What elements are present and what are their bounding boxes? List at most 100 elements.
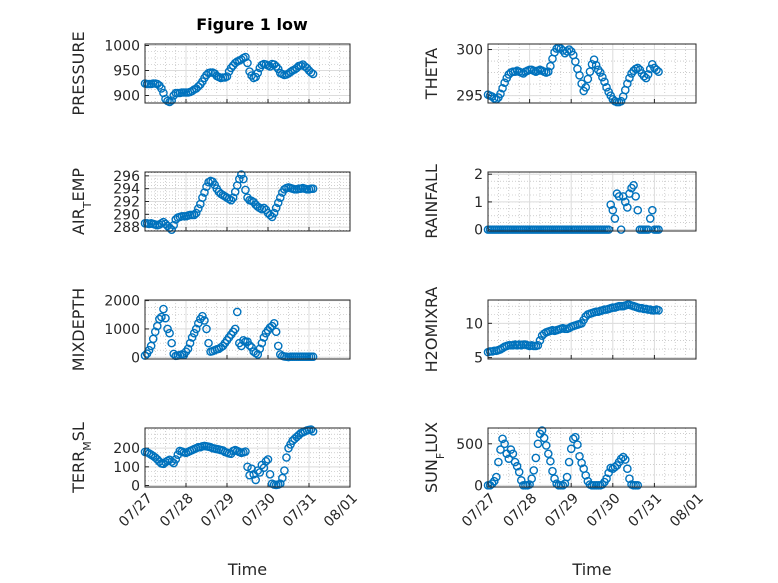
air-temp-axes-box [144, 171, 351, 232]
terr-msl-data-point [251, 475, 260, 485]
rainfall-data-point [620, 197, 630, 207]
air-temp-data-point [191, 208, 201, 218]
h2omixra-ylabel: H2OMIXRA [422, 287, 441, 373]
sun-flux-data-point [498, 434, 507, 444]
theta-data-point [645, 64, 655, 74]
theta-data-point [583, 74, 593, 84]
theta-data-point [652, 65, 661, 75]
sun-flux-data-point [573, 440, 582, 449]
rainfall-ytick-label: 0 [474, 223, 483, 239]
mixdepth-data-point [191, 324, 201, 334]
theta-data-point [633, 63, 643, 73]
air-temp-data-point [259, 203, 269, 213]
mixdepth-data-point [259, 333, 269, 342]
sun-flux-data-point [581, 471, 591, 480]
sun-flux-data-point [508, 449, 518, 459]
sun-flux-data-point [610, 462, 620, 472]
pressure-ylabel: PRESSURE [69, 31, 88, 115]
pressure-data-point [157, 84, 166, 93]
sun-flux-data-point [492, 472, 501, 482]
h2omixra-data-point [535, 336, 545, 345]
theta-data-point [581, 83, 591, 92]
mixdepth-data-point [247, 343, 256, 352]
sun-flux-data-point [568, 434, 578, 444]
sun-flux-axes-box [487, 427, 697, 488]
mixdepth-ylabel: MIXDEPTH [69, 288, 88, 371]
sun-flux-data-point [533, 439, 543, 449]
pressure-ytick-label: 1000 [104, 39, 140, 55]
terr-msl-data-point [261, 456, 271, 466]
air-temp-data-point [237, 170, 246, 179]
sun-flux-data-point [500, 439, 509, 449]
sun-flux-ytick-label: 0 [474, 478, 483, 494]
air-temp-data-point [228, 193, 238, 202]
mixdepth-ytick-label: 2000 [104, 294, 140, 310]
sun-flux-data-point [494, 457, 503, 467]
rainfall-data-point [631, 192, 640, 201]
pressure-data-point [222, 72, 232, 81]
sun-flux-data-point [506, 445, 516, 454]
sun-flux-data-point [514, 467, 524, 477]
sun-flux-data-point [566, 444, 576, 454]
h2omixra-data-point [654, 305, 663, 315]
subplot-pressure: 900 950 1000 PRESSURE [69, 31, 351, 116]
sun-flux-data-point [558, 481, 568, 490]
terr-msl-xlabel: Time [227, 560, 267, 579]
pressure-data-point [265, 62, 275, 71]
terr-msl-data-point [280, 466, 289, 475]
theta-ylabel: THETA [422, 48, 441, 100]
air-temp-data-point [193, 204, 203, 213]
theta-data-point [587, 59, 597, 69]
rainfall-data-point [623, 203, 632, 212]
subplot-h2omixra: 5 10 H2OMIXRA [422, 287, 697, 373]
terr-msl-ytick-label: 200 [113, 441, 140, 457]
theta-data-point [585, 67, 595, 76]
mixdepth-data-point [183, 344, 193, 354]
mixdepth-data-point [230, 324, 240, 334]
theta-ytick-label: 300 [456, 43, 483, 59]
mixdepth-data-point [165, 328, 174, 338]
sun-flux-data-point [541, 441, 551, 450]
sun-flux-data-point [623, 464, 632, 474]
pressure-data-point [167, 96, 176, 105]
air-temp-ytick-label: 288 [113, 220, 140, 236]
sun-flux-data-point [539, 433, 549, 443]
theta-data-point [616, 96, 626, 106]
rainfall-data-point [654, 225, 663, 234]
sun-flux-data-point [616, 454, 626, 464]
subplot-mixdepth: 0 1000 2000 MIXDEPTH [69, 288, 351, 371]
theta-data-point [496, 89, 505, 99]
rainfall-ytick-label: 2 [474, 167, 483, 183]
terr-msl-axes-box [144, 427, 351, 488]
terr-msl-data-point [155, 457, 164, 466]
mixdepth-data-point [239, 335, 248, 345]
sun-flux-data-point [489, 476, 499, 486]
mixdepth-data-point [157, 312, 166, 322]
subplot-theta: 295 300 THETA [422, 43, 697, 107]
air-temp-data-point [198, 193, 207, 202]
rainfall-ytick-label: 1 [474, 195, 483, 211]
mixdepth-data-point [159, 304, 168, 314]
terr-msl-data-point [171, 455, 181, 464]
mixdepth-data-point [150, 327, 160, 337]
air-temp-data-point [308, 184, 318, 193]
rainfall-data-point [616, 225, 626, 234]
mixdepth-data-point [308, 352, 318, 362]
theta-data-point [564, 45, 574, 54]
rainfall-data-point [614, 192, 624, 201]
air-temp-data-point [239, 174, 248, 184]
sun-flux-data-point [525, 480, 534, 489]
sun-flux-data-point [496, 445, 505, 454]
mixdepth-data-point [257, 338, 267, 348]
mixdepth-axes-box [144, 299, 351, 360]
pressure-data-point [193, 82, 203, 91]
theta-data-point [571, 57, 580, 66]
terr-msl-data-point [282, 453, 291, 462]
h2omixra-axes-box [487, 299, 697, 360]
rainfall-axes-box [487, 171, 697, 232]
sun-flux-series [483, 426, 643, 490]
sun-flux-data-point [531, 453, 541, 463]
pressure-data-point [271, 62, 281, 71]
